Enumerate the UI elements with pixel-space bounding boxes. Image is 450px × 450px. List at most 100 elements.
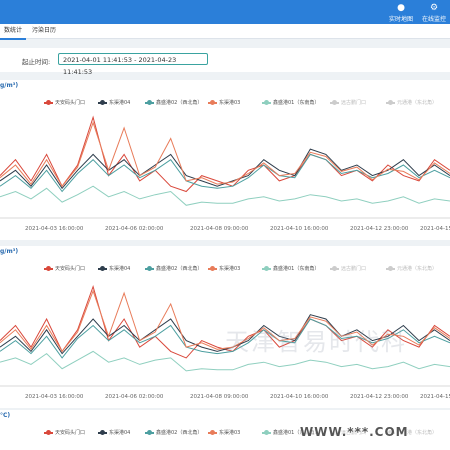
chart-legend: 天安码头门口 东渠港04 鑫盛港02（西北角） 东渠港03 鑫盛港01（东南角） 远古鹏门… [0, 264, 450, 274]
legend-swatch [262, 99, 271, 105]
legend-item[interactable]: 东渠港03 [208, 98, 240, 108]
globe-icon: ● [397, 3, 405, 13]
legend-swatch [98, 265, 107, 271]
site-mark: WWW.***.COM [300, 425, 409, 439]
series-line [0, 121, 450, 188]
online-monitor-label: 在线监控 [421, 16, 446, 23]
chart-panel-2: g/m³) 天安码头门口 东渠港04 鑫盛港02（西北角） 东渠港03 鑫盛港01（东南… [0, 246, 450, 408]
legend-item[interactable]: 天安码头门口 [44, 264, 85, 274]
legend-label: 东渠港03 [219, 100, 241, 106]
x-tick-label: 2021-04-06 02:00:00 [105, 226, 164, 232]
date-range-input[interactable]: 2021-04-01 11:41:53 - 2021-04-23 11:41:5… [58, 53, 208, 76]
realtime-map-button[interactable]: ● 实时地图 [383, 3, 419, 23]
legend-swatch [262, 265, 271, 271]
legend-swatch [145, 429, 154, 435]
legend-item[interactable]: 东渠港04 [98, 264, 130, 274]
legend-item[interactable]: 东渠港03 [208, 428, 240, 438]
legend-label: 远古鹏门口 [341, 266, 367, 272]
legend-label: 东渠港03 [219, 430, 241, 436]
legend-label: 鑫盛港02（西北角） [156, 430, 203, 436]
legend-label: 天安码头门口 [55, 430, 86, 436]
x-tick-label: 2021-04-10 16:00:00 [270, 394, 329, 400]
chart-panel-3: °C) 天安码头门口 东渠港04 鑫盛港02（西北角） 东渠港03 鑫盛港01（东南角）… [0, 410, 450, 450]
series-line [0, 115, 450, 193]
panel-title: g/m³) [0, 82, 19, 89]
legend-swatch [330, 99, 339, 105]
x-tick-label: 2021-04-15 06:00:00 [420, 226, 450, 232]
legend-swatch [44, 265, 53, 271]
tab-statistics[interactable]: 数统计 [0, 24, 27, 40]
legend-label: 东渠港04 [109, 100, 131, 106]
legend-item[interactable]: 天安码头门口 [44, 98, 85, 108]
legend-item[interactable]: 鑫盛港02（西北角） [145, 98, 202, 108]
legend-label: 天安码头门口 [55, 266, 86, 272]
x-tick-label: 2021-04-12 23:00:00 [350, 226, 409, 232]
legend-label: 鑫盛港02（西北角） [156, 100, 203, 106]
x-tick-label: 2021-04-08 09:00:00 [190, 226, 249, 232]
legend-label: 远古鹏门口 [341, 430, 367, 436]
x-tick-label: 2021-04-08 09:00:00 [190, 394, 249, 400]
legend-item[interactable]: 鑫盛港02（西北角） [145, 428, 202, 438]
legend-label: 天安码头门口 [55, 100, 86, 106]
x-tick-label: 2021-04-03 16:00:00 [25, 226, 84, 232]
legend-swatch [262, 429, 271, 435]
tab-bar: 数统计 污染日历 [0, 24, 450, 40]
legend-item[interactable]: 鑫盛港01（东南角） [262, 428, 319, 438]
legend-swatch [208, 99, 217, 105]
legend-swatch [44, 99, 53, 105]
top-navigation-bar: ● 实时地图 ⚙ 在线监控 [0, 0, 450, 24]
legend-item[interactable]: 东渠港04 [98, 428, 130, 438]
x-tick-label: 2021-04-03 16:00:00 [25, 394, 84, 400]
legend-item[interactable]: 远古鹏门口 [330, 98, 366, 108]
tab-pollution-calendar[interactable]: 污染日历 [32, 27, 57, 34]
watermark-text: 天津智易时代科 [225, 328, 407, 356]
legend-item[interactable]: 天安码头门口 [44, 428, 85, 438]
legend-item[interactable]: 远古鹏门口 [330, 264, 366, 274]
legend-item[interactable]: 鑫盛港02（西北角） [145, 264, 202, 274]
legend-swatch [330, 265, 339, 271]
legend-item[interactable]: 东渠港04 [98, 98, 130, 108]
online-monitor-button[interactable]: ⚙ 在线监控 [416, 3, 450, 23]
x-tick-label: 2021-04-15 06:00:00 [420, 394, 450, 400]
legend-item[interactable]: 元通港（东北角） [386, 428, 437, 438]
legend-label: 鑫盛港02（西北角） [156, 266, 203, 272]
realtime-map-label: 实时地图 [388, 16, 413, 23]
legend-swatch [386, 99, 395, 105]
series-line [0, 185, 450, 206]
legend-label: 元通港（东北角） [397, 266, 438, 272]
series-line [0, 314, 450, 355]
legend-swatch [330, 429, 339, 435]
series-line [0, 289, 450, 353]
legend-label: 鑫盛港01（东南角） [273, 430, 320, 436]
legend-swatch [98, 99, 107, 105]
series-line [0, 350, 450, 372]
series-line [0, 148, 450, 190]
legend-item[interactable]: 东渠港03 [208, 264, 240, 274]
line-chart-1: 2021-04-03 16:00:00 2021-04-06 02:00:00 20… [0, 115, 450, 232]
chart-legend: 天安码头门口 东渠港04 鑫盛港02（西北角） 东渠港03 鑫盛港01（东南角） 远古鹏门… [0, 98, 450, 108]
series-line [0, 153, 450, 193]
legend-label: 东渠港04 [109, 430, 131, 436]
legend-label: 远古鹏门口 [341, 100, 367, 106]
series-line [0, 318, 450, 359]
legend-label: 元通港（东北角） [397, 100, 438, 106]
legend-label: 东渠港04 [109, 266, 131, 272]
legend-label: 鑫盛港01（东南角） [273, 266, 320, 272]
legend-item[interactable]: 远古鹏门口 [330, 428, 366, 438]
legend-item[interactable]: 元通港（东北角） [386, 98, 437, 108]
legend-swatch [386, 429, 395, 435]
legend-swatch [145, 99, 154, 105]
chart-panel-1: g/m³) 天安码头门口 东渠港04 鑫盛港02（西北角） 东渠港03 鑫盛港01（东南… [0, 80, 450, 240]
x-tick-label: 2021-04-10 16:00:00 [270, 226, 329, 232]
legend-swatch [98, 429, 107, 435]
legend-item[interactable]: 鑫盛港01（东南角） [262, 98, 319, 108]
legend-item[interactable]: 鑫盛港01（东南角） [262, 264, 319, 274]
line-chart-2: 2021-04-03 16:00:00 2021-04-06 02:00:00 20… [0, 284, 450, 400]
filter-bar: 起止时间: 2021-04-01 11:41:53 - 2021-04-23 1… [0, 48, 450, 76]
panel-title: g/m³) [0, 248, 19, 255]
chart-legend: 天安码头门口 东渠港04 鑫盛港02（西北角） 东渠港03 鑫盛港01（东南角） 远古鹏门… [0, 428, 450, 438]
legend-swatch [145, 265, 154, 271]
monitor-icon: ⚙ [429, 3, 439, 13]
legend-item[interactable]: 元通港（东北角） [386, 264, 437, 274]
x-tick-label: 2021-04-12 23:00:00 [350, 394, 409, 400]
